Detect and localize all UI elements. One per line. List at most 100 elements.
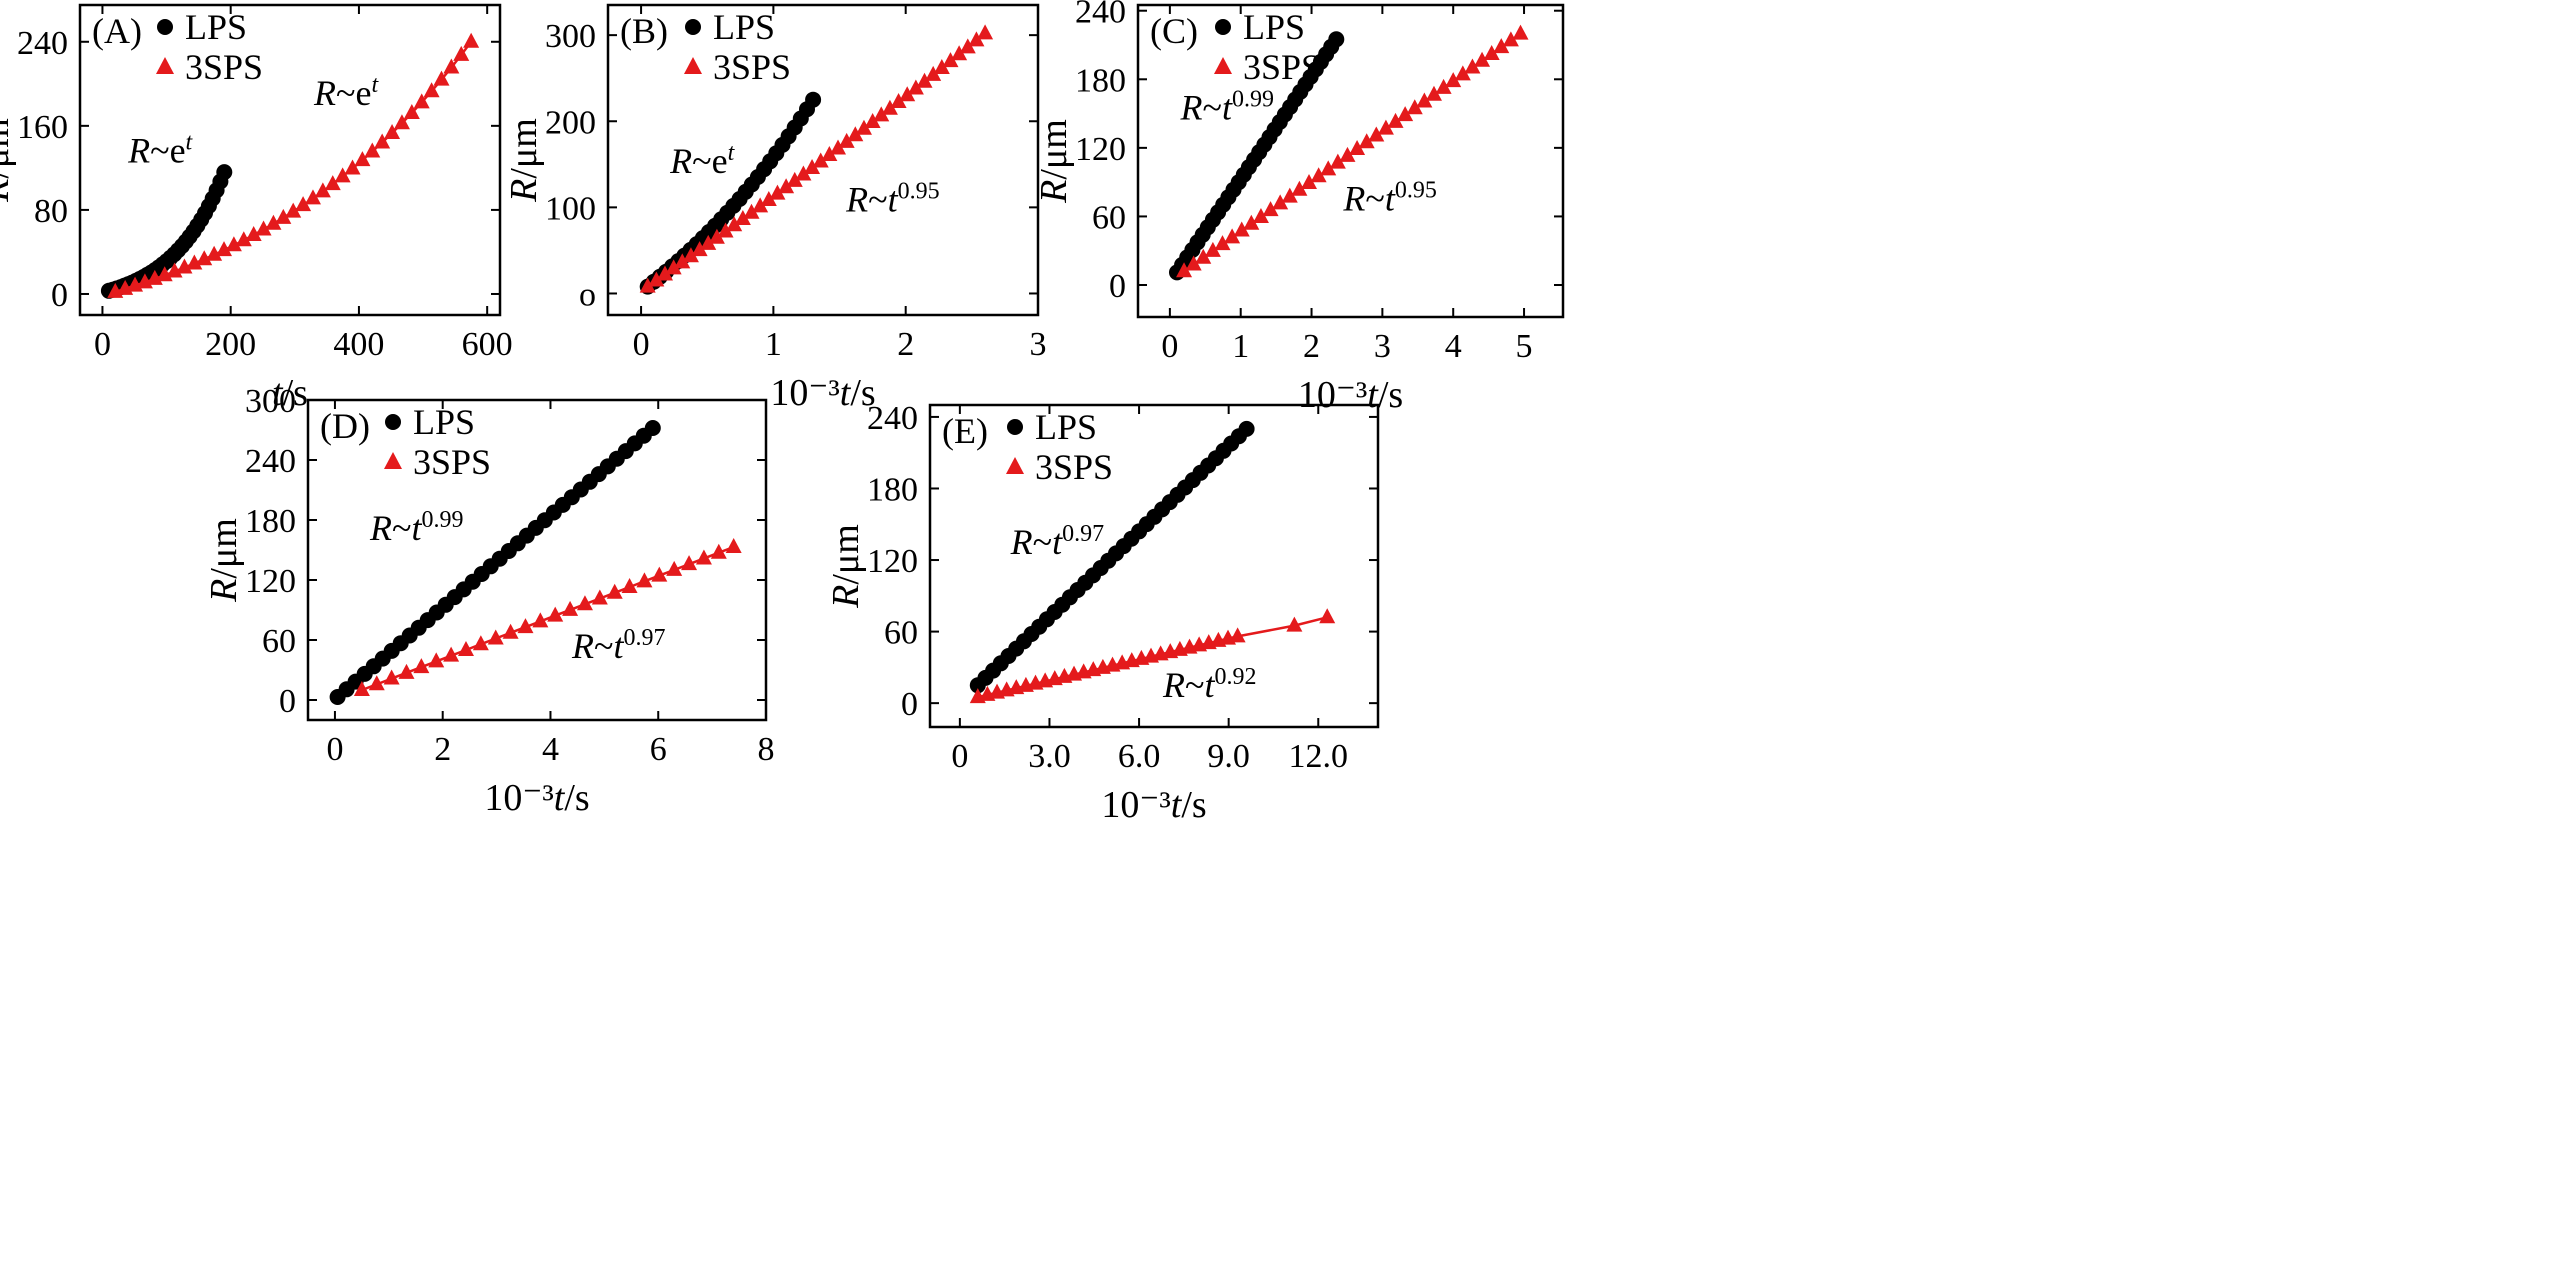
legend-label-3sps: 3SPS xyxy=(713,47,791,87)
x-tick-label: 12.0 xyxy=(1289,738,1349,775)
data-point-3sps xyxy=(1310,167,1327,183)
data-point-3sps xyxy=(873,106,890,122)
fit-annotation: R~t0.99 xyxy=(1180,86,1275,127)
data-point-3sps xyxy=(532,612,549,628)
x-axis-unit: /s xyxy=(283,372,308,414)
x-axis-unit: /s xyxy=(564,777,589,819)
x-tick-label: 400 xyxy=(333,326,384,363)
annotation-exponent: t xyxy=(728,140,736,166)
panel-label: (E) xyxy=(942,411,988,451)
data-point-3sps xyxy=(374,133,391,149)
y-tick-label: 240 xyxy=(245,443,296,480)
data-point-3sps xyxy=(890,92,907,108)
annotation-base: e xyxy=(712,141,728,181)
panel-label: (C) xyxy=(1150,11,1198,51)
y-tick-label: 180 xyxy=(1075,62,1126,99)
data-point-3sps xyxy=(562,600,579,616)
data-point-3sps xyxy=(245,225,262,241)
data-point-3sps xyxy=(665,259,682,275)
data-point-3sps xyxy=(443,58,460,74)
y-tick-label: o xyxy=(579,276,596,313)
data-point-3sps xyxy=(1425,85,1442,101)
data-point-3sps xyxy=(463,32,480,48)
data-point-3sps xyxy=(734,209,751,225)
x-tick-label: 3.0 xyxy=(1028,738,1071,775)
y-tick-label: 180 xyxy=(867,471,918,508)
data-point-3sps xyxy=(1286,616,1303,632)
data-point-3sps xyxy=(235,231,252,247)
data-point-3sps xyxy=(899,86,916,102)
annotation-var: R xyxy=(571,626,594,666)
data-point-3sps xyxy=(1416,92,1433,108)
data-point-3sps xyxy=(786,171,803,187)
data-point-3sps xyxy=(968,31,985,47)
panel-label: (B) xyxy=(620,11,668,51)
fit-annotation: R~t0.97 xyxy=(1010,521,1105,562)
y-tick-label: 100 xyxy=(545,190,596,227)
data-point-3sps xyxy=(196,250,213,266)
x-tick-label: 5 xyxy=(1516,328,1533,365)
plot-frame xyxy=(306,398,768,722)
annotation-sym: ~ xyxy=(594,626,613,666)
data-point-3sps xyxy=(1435,78,1452,94)
data-point-3sps xyxy=(977,24,994,40)
x-axis-label: 10⁻³t/s xyxy=(1298,374,1403,416)
plot-frame xyxy=(606,3,1040,317)
annotation-var: R xyxy=(1010,522,1033,562)
data-point-3sps xyxy=(606,583,623,599)
data-point-3sps xyxy=(443,646,460,662)
data-point-3sps xyxy=(364,142,381,158)
x-tick-label: 600 xyxy=(462,326,513,363)
x-tick-label: 0 xyxy=(94,326,111,363)
legend-marker-3sps xyxy=(684,57,702,74)
data-point-3sps xyxy=(760,191,777,207)
y-axis-var: R xyxy=(1033,180,1075,204)
y-axis-unit: /μm xyxy=(825,524,867,585)
data-point-3sps xyxy=(304,189,321,205)
data-point-3sps xyxy=(1224,228,1241,244)
x-tick-label: 9.0 xyxy=(1207,738,1250,775)
annotation-sym: ~ xyxy=(150,131,169,171)
data-point-3sps xyxy=(1329,153,1346,169)
legend-label-3sps: 3SPS xyxy=(185,47,263,87)
data-point-3sps xyxy=(639,277,656,293)
data-point-3sps xyxy=(666,560,683,576)
data-point-3sps xyxy=(285,202,302,218)
data-point-3sps xyxy=(166,262,183,278)
data-point-3sps xyxy=(1185,255,1202,271)
y-tick-label: 160 xyxy=(17,109,68,146)
x-tick-label: 6 xyxy=(650,731,667,768)
data-point-3sps xyxy=(275,208,292,224)
data-point-3sps xyxy=(1204,241,1221,257)
annotation-var: R xyxy=(1162,665,1185,705)
data-point-3sps xyxy=(1406,99,1423,115)
legend-marker-lps xyxy=(1215,19,1231,35)
annotation-sym: ~ xyxy=(392,508,411,548)
annotation-base: e xyxy=(356,73,372,113)
data-point-3sps xyxy=(691,241,708,257)
data-point-3sps xyxy=(1474,51,1491,67)
x-tick-label: 0 xyxy=(951,738,968,775)
data-point-3sps xyxy=(472,635,489,651)
data-point-3sps xyxy=(700,234,717,250)
data-point-3sps xyxy=(517,618,534,634)
data-point-3sps xyxy=(1493,38,1510,54)
data-point-3sps xyxy=(1262,201,1279,217)
data-point-3sps xyxy=(1502,31,1519,47)
data-point-3sps xyxy=(1368,126,1385,142)
data-point-3sps xyxy=(216,241,233,257)
data-point-3sps xyxy=(916,72,933,88)
data-point-3sps xyxy=(682,247,699,263)
data-point-3sps xyxy=(265,214,282,230)
data-point-3sps xyxy=(393,114,410,130)
panel-a: 0200400600080160240t/sR/μm(A)LPS3SPSR~et… xyxy=(0,3,513,414)
data-point-3sps xyxy=(847,126,864,142)
data-point-3sps xyxy=(795,165,812,181)
data-point-3sps xyxy=(674,253,691,269)
fit-annotation: R~t0.92 xyxy=(1162,664,1257,705)
plot-frame xyxy=(78,3,502,317)
legend-marker-lps xyxy=(1007,419,1023,435)
fit-annotation: R~t0.97 xyxy=(571,625,666,666)
y-tick-label: 60 xyxy=(1092,199,1126,236)
